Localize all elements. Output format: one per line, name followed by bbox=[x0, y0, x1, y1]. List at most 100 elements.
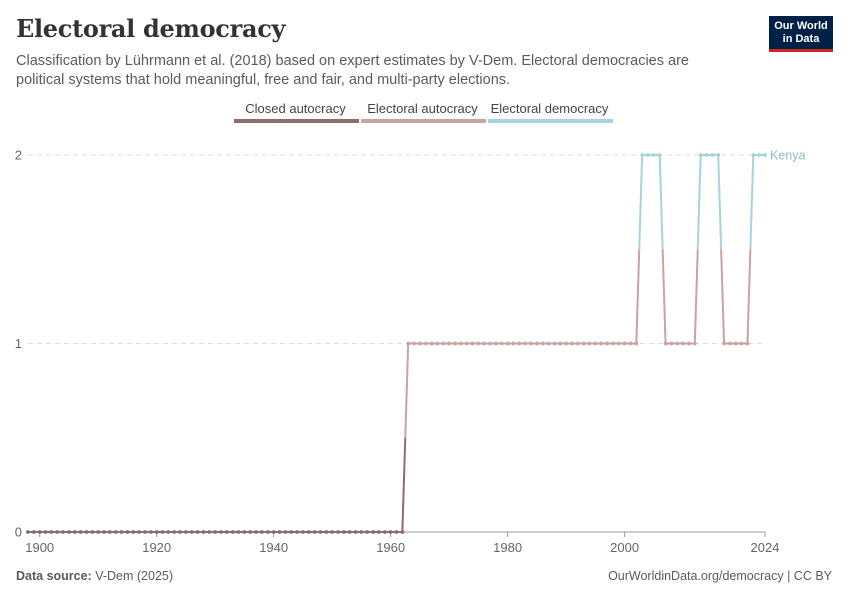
data-point[interactable] bbox=[172, 530, 177, 534]
data-point[interactable] bbox=[67, 530, 71, 534]
data-point[interactable] bbox=[277, 530, 282, 534]
data-point[interactable] bbox=[388, 530, 393, 534]
data-point[interactable] bbox=[546, 341, 551, 346]
data-point[interactable] bbox=[505, 341, 510, 346]
data-point[interactable] bbox=[365, 530, 370, 534]
data-point[interactable] bbox=[37, 530, 42, 534]
data-point[interactable] bbox=[166, 530, 171, 534]
legend-swatch[interactable] bbox=[361, 119, 486, 123]
data-point[interactable] bbox=[523, 341, 528, 346]
data-point[interactable] bbox=[72, 530, 77, 534]
data-point[interactable] bbox=[692, 341, 697, 346]
data-point[interactable] bbox=[219, 530, 223, 534]
data-point[interactable] bbox=[178, 530, 182, 534]
data-point[interactable] bbox=[61, 530, 65, 534]
data-point[interactable] bbox=[499, 341, 504, 346]
data-point[interactable] bbox=[377, 530, 381, 534]
data-point[interactable] bbox=[458, 341, 463, 346]
data-point[interactable] bbox=[330, 530, 335, 534]
data-point[interactable] bbox=[301, 530, 305, 534]
data-point[interactable] bbox=[137, 530, 142, 534]
data-point[interactable] bbox=[564, 341, 569, 346]
data-point[interactable] bbox=[681, 341, 686, 346]
data-point[interactable] bbox=[575, 341, 580, 346]
data-point[interactable] bbox=[640, 153, 645, 157]
data-point[interactable] bbox=[260, 530, 264, 534]
data-point[interactable] bbox=[675, 341, 680, 346]
data-point[interactable] bbox=[698, 153, 703, 157]
data-point[interactable] bbox=[102, 530, 106, 534]
data-source-value[interactable]: V-Dem (2025) bbox=[95, 569, 174, 583]
data-point[interactable] bbox=[599, 341, 604, 346]
data-point[interactable] bbox=[119, 530, 124, 534]
data-point[interactable] bbox=[651, 153, 656, 157]
data-point[interactable] bbox=[49, 530, 54, 534]
data-point[interactable] bbox=[534, 341, 539, 346]
data-point[interactable] bbox=[669, 341, 674, 346]
data-point[interactable] bbox=[716, 153, 721, 157]
data-point[interactable] bbox=[31, 530, 36, 534]
data-point[interactable] bbox=[622, 341, 627, 346]
data-point[interactable] bbox=[359, 530, 364, 534]
data-point[interactable] bbox=[84, 530, 89, 534]
data-point[interactable] bbox=[722, 341, 726, 346]
data-point[interactable] bbox=[488, 341, 492, 346]
data-point[interactable] bbox=[271, 530, 276, 534]
data-point[interactable] bbox=[733, 341, 738, 346]
data-point[interactable] bbox=[289, 530, 294, 534]
data-point[interactable] bbox=[125, 530, 130, 534]
data-point[interactable] bbox=[213, 530, 218, 534]
data-point[interactable] bbox=[295, 530, 299, 534]
data-point[interactable] bbox=[201, 530, 206, 534]
footer-url[interactable]: OurWorldinData.org/democracy | CC BY bbox=[608, 569, 832, 583]
data-point[interactable] bbox=[435, 341, 440, 346]
data-point[interactable] bbox=[558, 341, 563, 346]
data-point[interactable] bbox=[634, 341, 639, 346]
data-point[interactable] bbox=[43, 530, 48, 534]
data-point[interactable] bbox=[312, 530, 317, 534]
data-point[interactable] bbox=[336, 530, 340, 534]
data-point[interactable] bbox=[406, 341, 411, 346]
series-points[interactable] bbox=[26, 153, 767, 534]
data-point[interactable] bbox=[757, 153, 762, 157]
data-point[interactable] bbox=[207, 530, 212, 534]
data-point[interactable] bbox=[236, 530, 241, 534]
data-point[interactable] bbox=[453, 341, 457, 346]
data-point[interactable] bbox=[593, 341, 598, 346]
data-point[interactable] bbox=[570, 341, 574, 346]
data-point[interactable] bbox=[739, 341, 744, 346]
data-point[interactable] bbox=[341, 530, 346, 534]
data-point[interactable] bbox=[429, 341, 434, 346]
data-point[interactable] bbox=[26, 530, 30, 534]
data-point[interactable] bbox=[254, 530, 259, 534]
legend-swatch[interactable] bbox=[488, 119, 613, 123]
data-point[interactable] bbox=[751, 153, 756, 157]
data-point[interactable] bbox=[587, 341, 592, 346]
data-point[interactable] bbox=[552, 341, 557, 346]
data-point[interactable] bbox=[447, 341, 452, 346]
data-point[interactable] bbox=[511, 341, 516, 346]
data-point[interactable] bbox=[605, 341, 609, 346]
data-point[interactable] bbox=[230, 530, 235, 534]
data-point[interactable] bbox=[242, 530, 247, 534]
data-point[interactable] bbox=[347, 530, 352, 534]
legend-label[interactable]: Electoral democracy bbox=[491, 101, 609, 116]
data-point[interactable] bbox=[195, 530, 200, 534]
data-point[interactable] bbox=[417, 341, 422, 346]
data-point[interactable] bbox=[611, 341, 615, 346]
data-point[interactable] bbox=[90, 530, 95, 534]
data-point[interactable] bbox=[412, 341, 416, 346]
chart-legend[interactable]: Closed autocracy Electoral autocracy Elect… bbox=[234, 101, 613, 123]
data-point[interactable] bbox=[324, 530, 329, 534]
data-point[interactable] bbox=[318, 530, 323, 534]
owid-logo[interactable]: Our World in Data bbox=[769, 16, 833, 52]
data-point[interactable] bbox=[704, 153, 709, 157]
data-point[interactable] bbox=[423, 341, 428, 346]
data-point[interactable] bbox=[371, 530, 376, 534]
data-point[interactable] bbox=[763, 153, 767, 157]
legend-label[interactable]: Closed autocracy bbox=[245, 101, 346, 116]
data-point[interactable] bbox=[687, 341, 691, 346]
data-point[interactable] bbox=[464, 341, 469, 346]
series-label-kenya[interactable]: Kenya bbox=[770, 149, 805, 163]
data-point[interactable] bbox=[160, 530, 165, 534]
